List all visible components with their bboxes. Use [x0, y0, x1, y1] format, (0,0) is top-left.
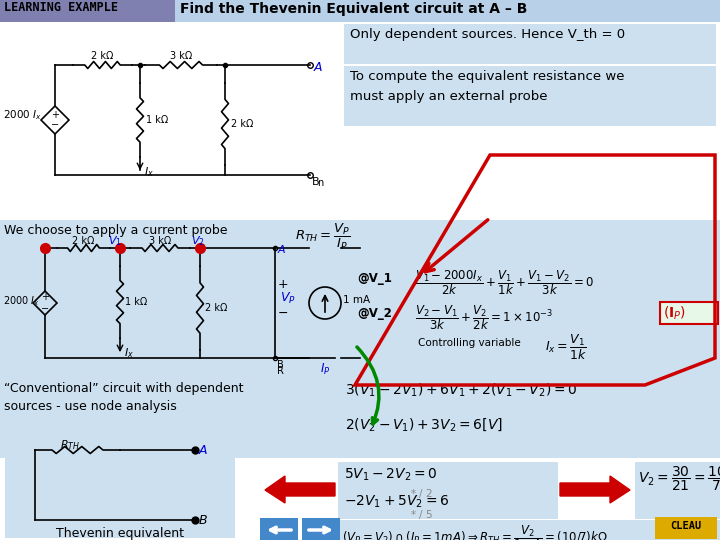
Text: $V_P$: $V_P$ — [280, 291, 296, 306]
Text: $*\ /\ 5$: $*\ /\ 5$ — [410, 508, 433, 521]
Text: $\dfrac{V_1 - 2000I_x}{2k} + \dfrac{V_1}{1k} + \dfrac{V_1-V_2}{3k} = 0$: $\dfrac{V_1 - 2000I_x}{2k} + \dfrac{V_1}… — [415, 268, 594, 297]
Text: 3 kΩ: 3 kΩ — [170, 51, 192, 61]
FancyBboxPatch shape — [415, 336, 530, 353]
Text: $5V_1 - 2V_2 = 0$: $5V_1 - 2V_2 = 0$ — [344, 467, 438, 483]
Text: +: + — [51, 110, 59, 120]
Text: 1 kΩ: 1 kΩ — [146, 115, 168, 125]
Text: 2 kΩ: 2 kΩ — [91, 51, 113, 61]
Text: We choose to apply a current probe: We choose to apply a current probe — [4, 224, 228, 237]
Text: Thevenin equivalent: Thevenin equivalent — [56, 527, 184, 540]
Text: Only dependent sources. Hence V_th = 0: Only dependent sources. Hence V_th = 0 — [350, 28, 625, 41]
Text: 2 kΩ: 2 kΩ — [231, 119, 253, 129]
Text: $2000\ I_x$: $2000\ I_x$ — [3, 294, 40, 308]
FancyBboxPatch shape — [635, 462, 720, 519]
FancyBboxPatch shape — [5, 410, 235, 538]
Text: R: R — [277, 366, 284, 376]
Text: Controlling variable: Controlling variable — [418, 338, 521, 348]
Text: $I_x = \dfrac{V_1}{1k}$: $I_x = \dfrac{V_1}{1k}$ — [545, 333, 588, 362]
FancyBboxPatch shape — [0, 22, 340, 222]
Text: n: n — [317, 178, 323, 188]
Text: 3 kΩ: 3 kΩ — [149, 236, 171, 246]
FancyBboxPatch shape — [338, 378, 720, 458]
Text: $2000\ I_x$: $2000\ I_x$ — [3, 108, 42, 122]
FancyBboxPatch shape — [302, 518, 340, 540]
FancyBboxPatch shape — [260, 518, 298, 540]
FancyBboxPatch shape — [0, 378, 338, 458]
Text: $(\mathbf{I}_P)$: $(\mathbf{I}_P)$ — [663, 305, 686, 322]
Text: B: B — [277, 360, 284, 370]
Text: $\dfrac{V_2 - V_1}{3k} + \dfrac{V_2}{2k} = 1 \times 10^{-3}$: $\dfrac{V_2 - V_1}{3k} + \dfrac{V_2}{2k}… — [415, 303, 553, 332]
Text: “Conventional” circuit with dependent: “Conventional” circuit with dependent — [4, 382, 243, 395]
Text: $-2V_1 + 5V_2 = 6$: $-2V_1 + 5V_2 = 6$ — [344, 494, 449, 510]
FancyBboxPatch shape — [0, 0, 175, 22]
Text: A: A — [199, 443, 207, 456]
Text: To compute the equivalent resistance we: To compute the equivalent resistance we — [350, 70, 624, 83]
Polygon shape — [265, 476, 335, 503]
Text: $*\ /\ 2$: $*\ /\ 2$ — [410, 487, 433, 500]
FancyBboxPatch shape — [338, 462, 558, 519]
FancyBboxPatch shape — [338, 520, 720, 540]
Text: $V_1$: $V_1$ — [108, 234, 122, 248]
Text: −: − — [278, 307, 289, 320]
Polygon shape — [560, 476, 630, 503]
Text: CLEAU: CLEAU — [670, 521, 701, 531]
Text: $2(V_2 - V_1) + 3V_2 = 6[V]$: $2(V_2 - V_1) + 3V_2 = 6[V]$ — [345, 416, 503, 433]
Text: $R_{TH}$: $R_{TH}$ — [60, 438, 80, 452]
Text: B: B — [199, 514, 207, 526]
Text: $(V_P = V_2)\cap(I_P = 1mA)\Rightarrow R_{TH} = \dfrac{V_2}{1mA} = (10/7)k\Omega: $(V_P = V_2)\cap(I_P = 1mA)\Rightarrow R… — [342, 523, 608, 540]
Text: sources - use node analysis: sources - use node analysis — [4, 400, 176, 413]
FancyBboxPatch shape — [344, 24, 716, 64]
Text: $I_x$: $I_x$ — [124, 346, 134, 360]
Text: 2 kΩ: 2 kΩ — [205, 303, 228, 313]
Text: −: − — [51, 120, 59, 130]
Text: $3(V_1 - 2V_1) + 6V_1 + 2(V_1 - V_2) = 0$: $3(V_1 - 2V_1) + 6V_1 + 2(V_1 - V_2) = 0… — [345, 382, 577, 400]
Text: 2 kΩ: 2 kΩ — [72, 236, 94, 246]
Text: B: B — [312, 177, 320, 187]
Text: +: + — [41, 292, 49, 302]
Text: 1 mA: 1 mA — [343, 295, 370, 305]
FancyBboxPatch shape — [355, 305, 407, 323]
Text: +: + — [278, 279, 289, 292]
FancyBboxPatch shape — [175, 0, 720, 22]
FancyBboxPatch shape — [660, 302, 718, 324]
Text: A: A — [314, 61, 323, 74]
Text: −: − — [41, 304, 49, 314]
Text: LEARNING EXAMPLE: LEARNING EXAMPLE — [4, 1, 118, 14]
FancyBboxPatch shape — [344, 66, 716, 126]
FancyBboxPatch shape — [0, 378, 720, 540]
Text: @V_1: @V_1 — [357, 272, 392, 285]
FancyBboxPatch shape — [655, 517, 717, 539]
Text: $V_2 = \dfrac{30}{21} = \dfrac{10}{7}$: $V_2 = \dfrac{30}{21} = \dfrac{10}{7}$ — [638, 465, 720, 494]
Text: must apply an external probe: must apply an external probe — [350, 90, 547, 103]
Text: 1 kΩ: 1 kΩ — [125, 297, 148, 307]
Text: $I_x$: $I_x$ — [144, 165, 154, 179]
FancyBboxPatch shape — [0, 220, 720, 378]
Text: $V_2$: $V_2$ — [191, 234, 205, 248]
Text: Find the Thevenin Equivalent circuit at A – B: Find the Thevenin Equivalent circuit at … — [180, 2, 527, 16]
FancyBboxPatch shape — [355, 270, 407, 288]
Text: $I_P$: $I_P$ — [320, 362, 330, 377]
Text: A: A — [278, 245, 286, 255]
Text: @V_2: @V_2 — [357, 307, 392, 320]
Text: $R_{TH} = \dfrac{V_P}{I_P}$: $R_{TH} = \dfrac{V_P}{I_P}$ — [295, 222, 351, 252]
